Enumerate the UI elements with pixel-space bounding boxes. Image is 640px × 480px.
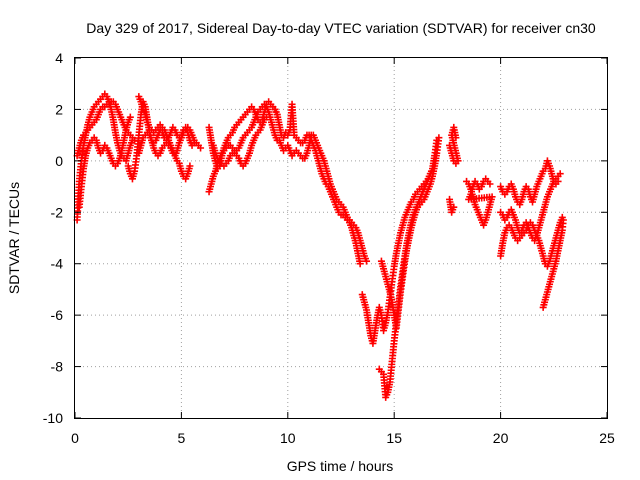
- data-point: [186, 162, 194, 170]
- y-tick-label: -10: [43, 410, 63, 426]
- data-point: [197, 144, 205, 152]
- y-tick-label: 4: [55, 50, 63, 66]
- data-point: [452, 134, 460, 142]
- y-tick-label: -4: [51, 256, 64, 272]
- y-axis-label: SDTVAR / TECUs: [6, 182, 22, 294]
- y-tick-label: 2: [55, 101, 63, 117]
- y-tick-label: -6: [51, 307, 64, 323]
- x-tick-label: 5: [178, 430, 186, 446]
- data-point: [263, 113, 271, 121]
- grid: [75, 58, 607, 418]
- x-tick-label: 25: [599, 430, 615, 446]
- data-marks: [73, 90, 567, 401]
- data-point: [356, 260, 364, 268]
- x-tick-label: 0: [71, 430, 79, 446]
- data-point: [363, 257, 371, 265]
- data-point: [486, 180, 494, 188]
- x-tick-label: 10: [280, 430, 296, 446]
- x-axis-label: GPS time / hours: [287, 458, 394, 474]
- x-tick-label: 15: [386, 430, 402, 446]
- y-tick-label: -2: [51, 204, 64, 220]
- x-tick-label: 20: [493, 430, 509, 446]
- data-point: [556, 170, 564, 178]
- plot-frame: [74, 57, 608, 419]
- data-point: [450, 203, 458, 211]
- chart-title: Day 329 of 2017, Sidereal Day-to-day VTE…: [86, 20, 596, 36]
- data-point: [126, 113, 134, 121]
- data-point: [559, 216, 567, 224]
- y-tick-label: 0: [55, 153, 63, 169]
- y-tick-label: -8: [51, 359, 64, 375]
- data-point: [435, 134, 443, 142]
